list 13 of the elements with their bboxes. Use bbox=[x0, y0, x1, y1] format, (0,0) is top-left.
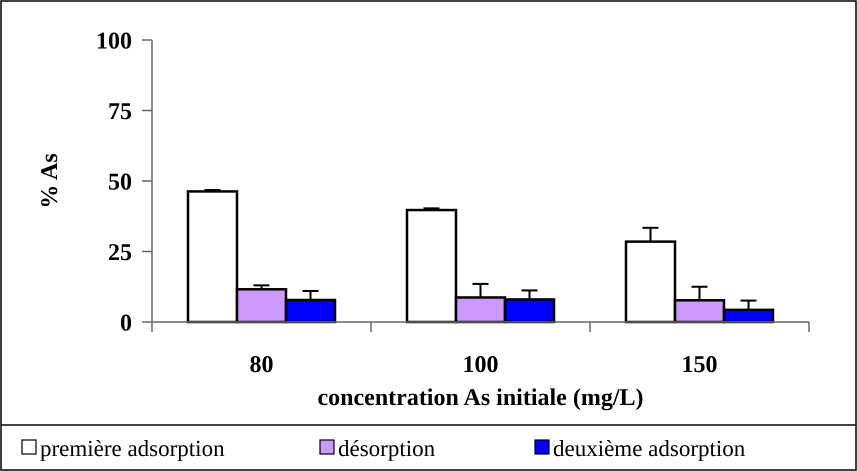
y-tick-label: 100 bbox=[96, 28, 132, 54]
legend-label: deuxième adsorption bbox=[553, 436, 746, 462]
x-tick-label: 80 bbox=[250, 352, 274, 378]
y-axis-title: % As bbox=[37, 153, 63, 209]
y-tick-label: 0 bbox=[120, 310, 132, 336]
y-tick-label: 75 bbox=[108, 98, 132, 125]
y-tick-label: 50 bbox=[108, 169, 132, 196]
legend-label: désorption bbox=[338, 436, 436, 462]
x-tick-label: 150 bbox=[682, 352, 718, 378]
legend-label: première adsorption bbox=[40, 436, 226, 462]
x-tick-label: 100 bbox=[462, 352, 498, 378]
x-axis-title: concentration As initiale (mg/L) bbox=[318, 385, 644, 411]
y-tick-label: 25 bbox=[108, 240, 132, 266]
